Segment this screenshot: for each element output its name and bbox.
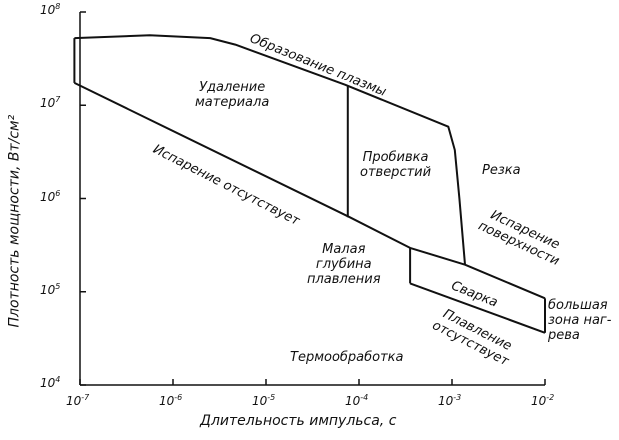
y-tick-label: 106 (40, 188, 61, 204)
x-tick-label: 10-3 (438, 393, 462, 408)
label-line: глубина (315, 257, 372, 272)
y-tick-label: 108 (40, 2, 61, 17)
x-tick-label: 10-2 (531, 393, 555, 408)
region-shallow-melt-label: Малая глубина плавления (307, 242, 381, 287)
y-tick-label: 105 (40, 281, 61, 297)
curve-melting-threshold (409, 282, 546, 334)
y-axis-label: Плотность мощности, Вт/см² (6, 114, 23, 328)
label-line: Пробивка (362, 150, 429, 165)
label-line: рева (548, 328, 580, 343)
label-line: отверстий (360, 165, 432, 180)
curve-plasma-boundary (74, 34, 466, 265)
label-line: материала (195, 95, 270, 110)
label-line: зона наг- (548, 313, 612, 328)
x-tick-label: 10-7 (66, 393, 90, 408)
region-drilling-label: Пробивка отверстий (360, 150, 431, 180)
region-heat-treatment-label: Термообработка (290, 350, 404, 365)
y-tick-label: 104 (40, 375, 61, 390)
x-tick-label: 10-4 (345, 393, 369, 408)
x-tick-label: 10-6 (159, 393, 183, 408)
label-line: Удаление (199, 80, 266, 95)
x-axis-label: Длительность импульса, с (200, 413, 397, 429)
label-line: большая (548, 298, 608, 313)
y-tick-label: 107 (40, 95, 61, 111)
region-cutting-label: Резка (482, 163, 521, 178)
region-removal-label: Удаление материала (195, 80, 269, 110)
region-large-heat-zone-label: большая зона наг- рева (548, 298, 611, 343)
label-line: плавления (307, 272, 381, 287)
x-tick-label: 10-5 (252, 393, 276, 408)
label-line: Малая (322, 242, 366, 257)
